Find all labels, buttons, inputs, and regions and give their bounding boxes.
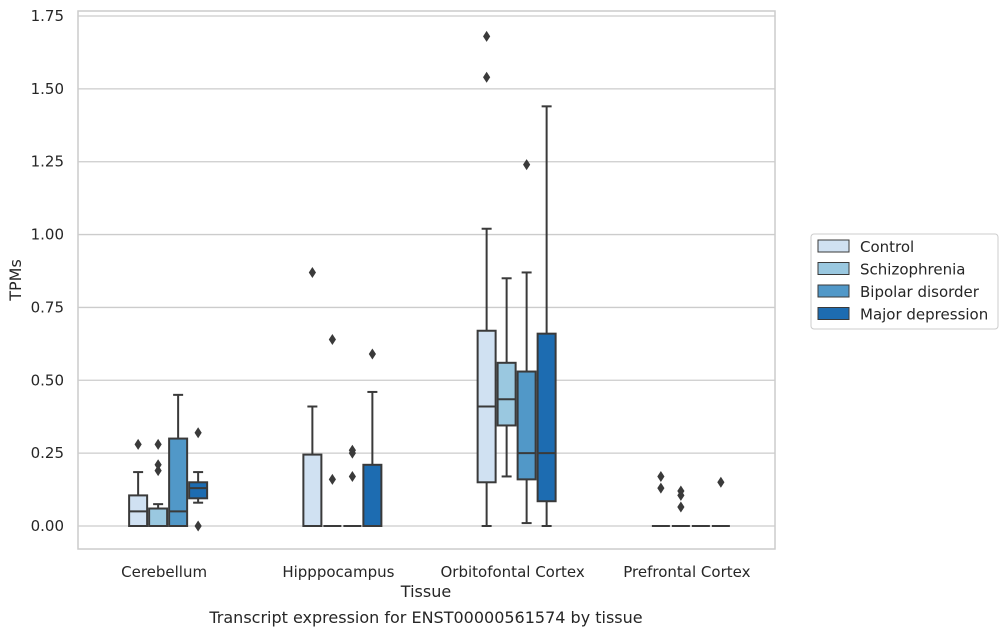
legend-label: Major depression xyxy=(860,306,988,324)
box xyxy=(188,481,209,500)
y-tick-label: 1.75 xyxy=(31,7,64,25)
outlier-point xyxy=(134,438,142,450)
outlier-point xyxy=(328,333,336,345)
box xyxy=(168,437,189,528)
y-tick-label: 0.75 xyxy=(31,298,64,316)
legend: Control Schizophrenia Bipolar disorder Majo… xyxy=(810,233,999,330)
y-tick-label: 1.00 xyxy=(31,226,64,244)
outlier-point xyxy=(717,476,725,488)
y-tick-label: 0.50 xyxy=(31,371,64,389)
box xyxy=(302,453,323,528)
box-group xyxy=(496,277,517,478)
box xyxy=(536,332,557,503)
x-tick-label: Prefrontal Cortex xyxy=(623,563,750,581)
boxes xyxy=(128,105,730,528)
legend-label: Bipolar disorder xyxy=(860,283,980,301)
y-axis-label: TPMs xyxy=(6,259,25,302)
chart-caption: Transcript expression for ENST0000056157… xyxy=(208,608,642,627)
y-tick-label: 0.25 xyxy=(31,444,64,462)
legend-frame xyxy=(810,233,999,330)
outlier-point xyxy=(677,485,685,497)
box xyxy=(148,507,169,527)
box xyxy=(496,361,517,427)
box-group xyxy=(362,390,383,527)
outlier-point xyxy=(348,444,356,456)
outlier-point xyxy=(523,159,531,171)
plot-frame xyxy=(77,10,776,550)
legend-swatch xyxy=(817,262,850,275)
outlier-point xyxy=(308,266,316,278)
gridlines xyxy=(78,15,775,527)
box-group xyxy=(536,105,557,527)
outlier-point xyxy=(657,482,665,494)
y-tick-labels: 0.00 0.25 0.50 0.75 1.00 1.25 1.50 1.75 xyxy=(31,7,64,535)
box-group xyxy=(302,405,323,528)
box-group xyxy=(168,393,189,528)
y-tick-label: 1.50 xyxy=(31,80,64,98)
legend-swatch xyxy=(817,307,850,320)
legend-label: Control xyxy=(860,238,914,256)
outlier-point xyxy=(483,71,491,83)
outlier-point xyxy=(348,470,356,482)
legend-label: Schizophrenia xyxy=(860,261,965,279)
box-group xyxy=(476,227,497,527)
outlier-point xyxy=(154,465,162,477)
box-group xyxy=(148,503,169,527)
x-tick-labels: Cerebellum Hipppocampus Orbitofontal Corte… xyxy=(121,563,750,581)
x-tick-label: Hipppocampus xyxy=(282,563,394,581)
x-tick-label: Orbitofontal Cortex xyxy=(441,563,585,581)
y-tick-label: 1.25 xyxy=(31,153,64,171)
box-group xyxy=(128,471,149,527)
box-group xyxy=(188,471,209,504)
outlier-point xyxy=(657,470,665,482)
outlier-point xyxy=(154,459,162,471)
outlier-point xyxy=(483,30,491,42)
legend-swatch xyxy=(817,239,850,253)
legend-swatch xyxy=(817,284,850,298)
outlier-point xyxy=(194,427,202,439)
x-axis-label: Tissue xyxy=(400,582,451,601)
box-group xyxy=(516,271,537,525)
y-tick-label: 0.00 xyxy=(31,517,64,535)
x-tick-label: Cerebellum xyxy=(121,563,207,581)
outliers xyxy=(134,30,725,532)
outlier-point xyxy=(328,473,336,485)
outlier-point xyxy=(194,520,202,532)
outlier-point xyxy=(154,438,162,450)
box xyxy=(516,370,537,481)
box xyxy=(362,463,383,527)
outlier-point xyxy=(677,501,685,513)
outlier-point xyxy=(368,348,376,360)
